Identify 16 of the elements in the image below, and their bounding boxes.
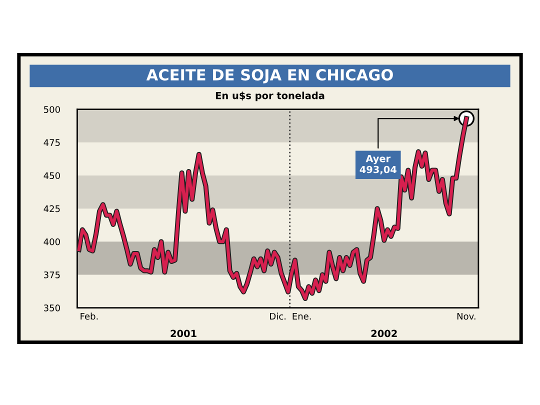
y-tick-label: 350 — [44, 304, 60, 312]
chart-subtitle: En u$s por tonelada — [216, 92, 324, 102]
x-tick-label: Ene. — [292, 312, 311, 320]
y-tick-label: 375 — [44, 271, 60, 278]
chart-title: ACEITE DE SOJA EN CHICAGO — [146, 69, 393, 84]
x-tick-label: Dic. — [270, 312, 286, 320]
y-tick-label: 400 — [44, 238, 60, 246]
x-tick-label: Feb. — [80, 312, 98, 320]
y-tick-label: 475 — [44, 139, 60, 146]
text: 2002 — [371, 330, 397, 338]
text: 2001 — [170, 330, 196, 338]
y-tick-label: 425 — [44, 205, 60, 212]
annotation: Ayer 493,04 — [360, 154, 396, 174]
y-tick-label: 500 — [44, 106, 60, 113]
x-tick-label: Nov. — [457, 312, 476, 320]
y-tick-label: 450 — [44, 172, 60, 180]
